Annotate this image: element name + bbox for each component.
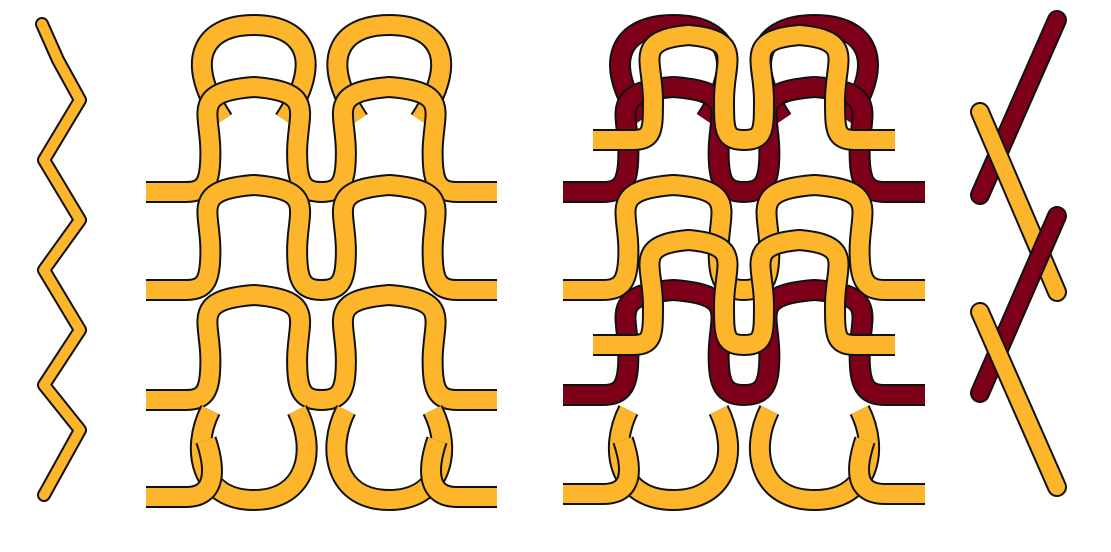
- rod-maroon-1: [980, 20, 1057, 195]
- side-view-single-yarn: [42, 24, 80, 495]
- side-yarn: [42, 24, 80, 495]
- front-view-two-yarn: [563, 25, 925, 500]
- rod-gold-2: [980, 312, 1057, 487]
- course-3-outline: [146, 295, 497, 400]
- side-view-two-yarn: [980, 20, 1057, 487]
- front-view-single-yarn: [146, 25, 497, 500]
- rod-maroon-2: [980, 216, 1057, 393]
- course-1-outline: [146, 87, 497, 192]
